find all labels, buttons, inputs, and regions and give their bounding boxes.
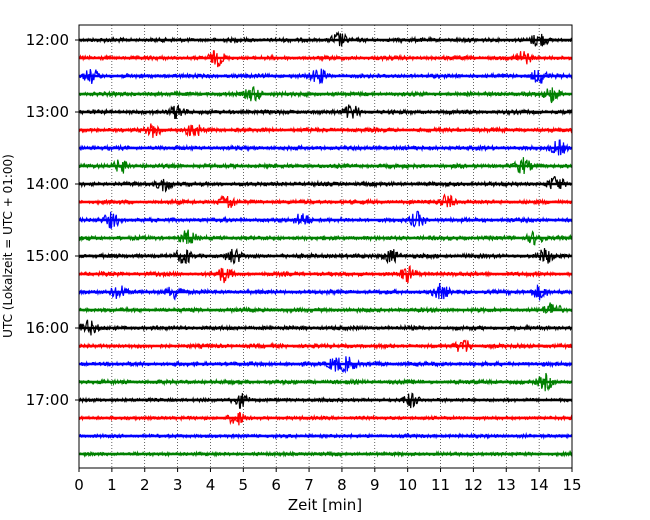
x-tick-label: 13 bbox=[497, 476, 516, 494]
plot-frame bbox=[78, 24, 573, 469]
x-tick-label: 2 bbox=[140, 476, 150, 494]
y-tick-label: 16:00 bbox=[26, 319, 69, 337]
x-tick-label: 8 bbox=[337, 476, 347, 494]
x-axis-label: Zeit [min] bbox=[288, 496, 362, 514]
y-axis-ticks: 12:00 13:00 14:00 15:00 16:00 17:00 bbox=[26, 31, 79, 409]
x-tick-label: 4 bbox=[206, 476, 216, 494]
x-tick-label: 6 bbox=[271, 476, 281, 494]
x-tick-label: 5 bbox=[239, 476, 249, 494]
y-tick-label: 12:00 bbox=[26, 31, 69, 49]
x-tick-label: 9 bbox=[370, 476, 380, 494]
x-tick-label: 7 bbox=[304, 476, 314, 494]
y-axis-label: UTC (Lokalzeit = UTC + 01:00) bbox=[1, 154, 15, 338]
x-tick-label: 0 bbox=[74, 476, 84, 494]
x-tick-label: 15 bbox=[562, 476, 581, 494]
x-axis-ticks: 0 1 2 3 4 5 6 7 8 9 10 11 12 13 14 15 bbox=[74, 468, 582, 494]
y-tick-label: 17:00 bbox=[26, 391, 69, 409]
seismic-traces bbox=[78, 30, 573, 458]
x-tick-label: 10 bbox=[398, 476, 417, 494]
x-tick-label: 11 bbox=[431, 476, 450, 494]
x-tick-label: 14 bbox=[530, 476, 549, 494]
y-tick-label: 15:00 bbox=[26, 247, 69, 265]
x-tick-label: 3 bbox=[173, 476, 183, 494]
x-tick-label: 12 bbox=[464, 476, 483, 494]
y-tick-label: 13:00 bbox=[26, 103, 69, 121]
vertical-gridlines bbox=[111, 25, 540, 468]
trace-13:45 bbox=[78, 175, 573, 193]
y-tick-label: 14:00 bbox=[26, 175, 69, 193]
x-tick-label: 1 bbox=[107, 476, 117, 494]
